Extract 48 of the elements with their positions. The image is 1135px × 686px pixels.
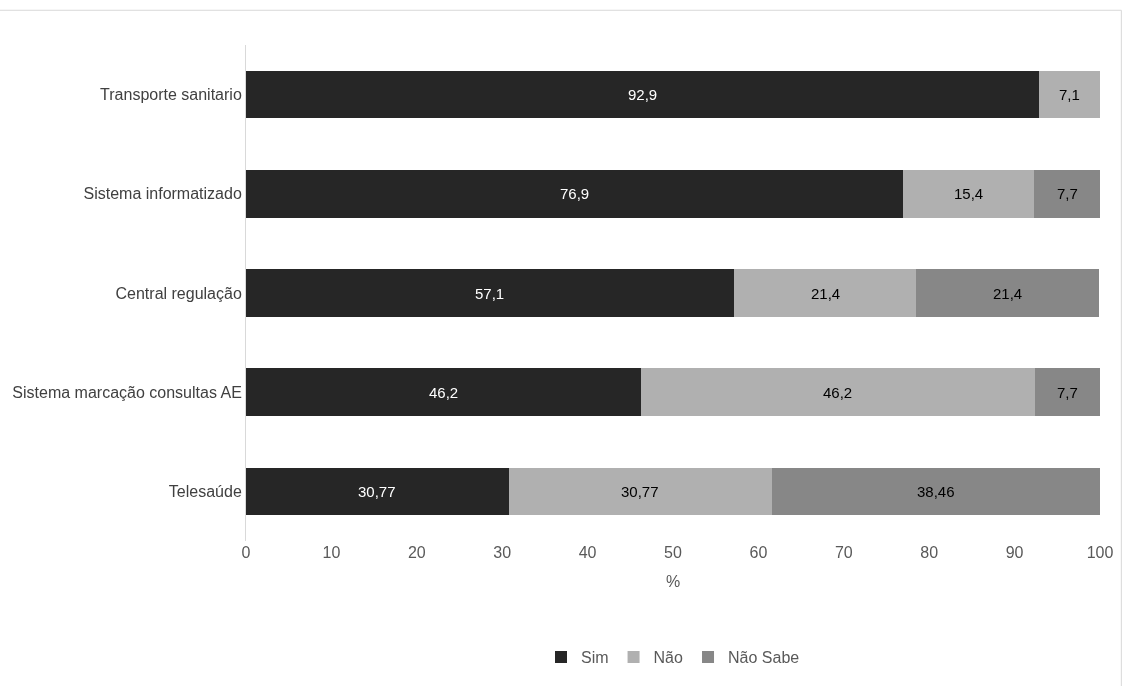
x-tick-label: 60 [749,544,768,561]
y-tick-label: Transporte sanitario [100,86,242,104]
legend-label: Sim [581,649,609,667]
bar [246,169,903,218]
data-label: 30,77 [621,483,659,500]
legend-label: Não Sabe [728,649,800,667]
x-tick-label: 80 [920,544,939,561]
y-tick-label: Sistema marcação consultas AE [12,383,242,401]
bar [1035,368,1100,417]
bar [246,70,1040,119]
bar [916,269,1100,317]
legend-label: Não [653,649,684,667]
x-tick-label: 30 [493,544,512,561]
x-tick-label: 70 [834,544,853,561]
bar [246,368,641,417]
data-label: 7,7 [1057,384,1078,401]
bar [640,368,1036,417]
y-tick-label: Telesaúde [168,483,242,500]
data-label: 76,9 [560,185,590,202]
x-tick-label: 10 [322,544,341,561]
bar [902,169,1035,218]
data-label: 21,4 [993,285,1023,302]
x-axis-title: % [665,572,681,590]
bar [246,269,734,317]
data-label: 30,77 [358,483,396,500]
data-label: 15,4 [954,185,984,202]
data-label: 46,2 [429,384,459,401]
bar [508,467,772,516]
bar [771,467,1100,516]
data-label: 21,4 [811,285,841,302]
bar [1039,70,1100,119]
x-tick-label: 90 [1005,544,1024,561]
bar [246,467,509,516]
x-tick-label: 20 [407,544,426,561]
data-label: 7,1 [1059,86,1080,103]
data-label: 46,2 [823,384,853,401]
x-tick-label: 50 [664,544,682,561]
y-tick-label: Central regulação [115,284,242,302]
x-tick-label: 40 [578,544,597,561]
x-tick-label: 0 [241,544,251,561]
y-tick-label: Sistema informatizado [83,185,242,203]
bar [733,269,917,317]
bar [1034,169,1100,218]
x-tick-label: 100 [1086,544,1114,561]
data-label: 57,1 [475,285,505,302]
data-label: 38,46 [917,483,955,500]
data-label: 7,7 [1057,185,1078,202]
data-label: 92,9 [628,86,658,103]
